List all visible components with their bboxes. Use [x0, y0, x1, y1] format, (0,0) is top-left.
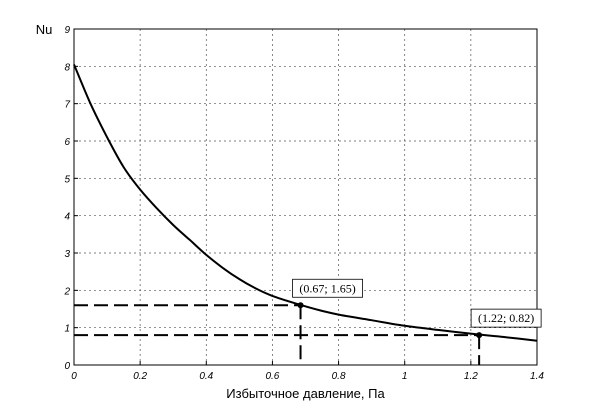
y-tick-label: 4 — [64, 212, 70, 223]
x-tick-label: 1.4 — [530, 371, 544, 382]
y-tick-label: 2 — [63, 286, 70, 297]
y-tick-label: 0 — [64, 361, 70, 372]
y-tick-label: 7 — [64, 100, 70, 111]
guide-lines — [74, 304, 481, 365]
x-axis-label: Избыточное давление, Па — [226, 386, 385, 401]
x-tick-label: 0.8 — [332, 371, 346, 382]
y-tick-label: 8 — [64, 62, 70, 73]
annotation-box — [470, 308, 542, 328]
x-tick-label: 0.4 — [199, 371, 213, 382]
x-tick-label: 1 — [402, 371, 408, 382]
y-tick-labels: 0 1 2 3 4 5 6 7 8 9 — [63, 25, 70, 372]
y-tick-label: 5 — [64, 174, 70, 185]
annotations: (0.67; 1.65) (1.22; 0.82) — [292, 278, 542, 339]
plot-frame — [73, 28, 538, 366]
annotation-label: (0.67; 1.65) — [292, 278, 363, 298]
y-tick-label: 3 — [64, 249, 70, 260]
y-tick-label: 9 — [64, 25, 70, 36]
y-tick-label: 1 — [64, 324, 70, 335]
x-tick-labels: 0 0.2 0.4 0.6 0.8 1 1.2 1.4 — [71, 371, 544, 382]
annotation-text: (0.67; 1.65) — [299, 281, 355, 295]
x-tick-label: 0.2 — [133, 371, 147, 382]
annotation-point — [297, 302, 304, 309]
x-tick-label: 0.6 — [265, 371, 279, 382]
annotation-text: (1.22; 0.82) — [478, 311, 534, 325]
annotation-label: (1.22; 0.82) — [470, 308, 542, 328]
annotation-box — [292, 278, 363, 298]
grid — [73, 28, 538, 366]
y-axis-label: Nu — [36, 22, 53, 37]
y-tick-label: 6 — [64, 137, 70, 148]
x-tick-label: 1.2 — [464, 371, 478, 382]
annotation-point — [476, 332, 483, 339]
series-line — [73, 64, 538, 342]
x-tick-label: 0 — [71, 371, 77, 382]
